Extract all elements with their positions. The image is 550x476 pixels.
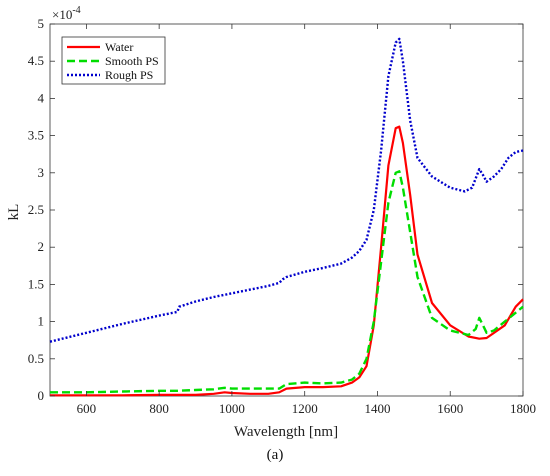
figure-caption: (a) (266, 447, 284, 463)
plot-area (49, 23, 524, 397)
series-line-water (50, 125, 524, 397)
legend-label-rough-ps: Rough PS (105, 68, 153, 82)
y-scale-label: ×10-4 (52, 5, 81, 22)
y-tick-label: 4.5 (28, 53, 44, 68)
x-axis-label: Wavelength [nm] (234, 424, 338, 440)
x-tick-label: 800 (149, 401, 169, 416)
x-tick-label: 600 (77, 401, 97, 416)
x-tick-label: 1600 (437, 401, 463, 416)
y-tick-label: 3.5 (28, 128, 44, 143)
series-line-smooth-ps (50, 170, 524, 394)
legend-label-smooth-ps: Smooth PS (105, 54, 159, 68)
x-tick-label: 1800 (510, 401, 536, 416)
ticks-layer: 600 800 1000 1200 1400 1600 1800 0 0.5 1 1.5 2 2.5 3 3… (28, 16, 536, 416)
x-tick-label: 1200 (292, 401, 318, 416)
x-tick-label: 1400 (364, 401, 390, 416)
y-tick-label: 2 (38, 239, 45, 254)
y-tick-label: 5 (38, 16, 45, 31)
x-tick-label: 1000 (219, 401, 245, 416)
legend: Water Smooth PS Rough PS (61, 36, 166, 85)
y-tick-label: 2.5 (28, 202, 44, 217)
y-axis-label: kL (6, 204, 22, 221)
series-layer (49, 37, 524, 397)
y-tick-label: 1.5 (28, 276, 44, 291)
series-line-rough-ps (49, 37, 524, 343)
y-tick-label: 0.5 (28, 351, 44, 366)
legend-label-water: Water (105, 40, 133, 54)
y-tick-label: 4 (38, 90, 45, 105)
y-tick-label: 3 (38, 165, 45, 180)
y-scale-exponent: -4 (72, 5, 80, 16)
y-tick-label: 0 (38, 388, 45, 403)
y-tick-label: 1 (38, 314, 45, 329)
